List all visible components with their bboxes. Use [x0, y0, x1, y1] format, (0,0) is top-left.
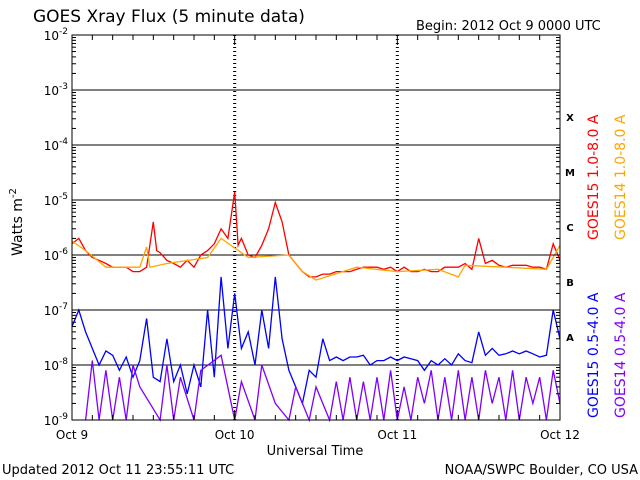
y-tick-label-base: 10 — [44, 84, 59, 98]
updated-timestamp: Updated 2012 Oct 11 23:55:11 UTC — [2, 463, 234, 478]
y-tick-label: 10-3 — [44, 82, 68, 98]
x-tick-label: Oct 11 — [377, 428, 417, 442]
y-tick-label-exponent: -3 — [59, 82, 68, 92]
flare-class-label: X — [566, 113, 574, 124]
legend-entry: GOES14 0.5-4.0 A — [613, 292, 629, 418]
y-tick-label-exponent: -8 — [59, 357, 68, 367]
flare-class-label: M — [565, 168, 575, 179]
begin-date-label: Begin: 2012 Oct 9 0000 UTC — [416, 19, 601, 34]
y-axis-label-text: Watts m — [10, 198, 26, 256]
legend-entry: GOES15 1.0-8.0 A — [586, 114, 602, 240]
y-axis-label-superscript: -2 — [8, 188, 19, 198]
y-tick-label-base: 10 — [44, 359, 59, 373]
y-tick-label: 10-6 — [44, 247, 69, 263]
flare-class-label: B — [566, 278, 574, 289]
y-tick-label: 10-9 — [44, 412, 69, 428]
y-tick-label-exponent: -6 — [59, 247, 68, 257]
y-tick-label-exponent: -4 — [59, 137, 68, 147]
y-tick-label: 10-5 — [44, 192, 68, 208]
y-tick-label-base: 10 — [44, 414, 59, 428]
y-axis-label: Watts m-2 — [8, 188, 26, 256]
source-credit: NOAA/SWPC Boulder, CO USA — [445, 463, 638, 478]
chart-title: GOES Xray Flux (5 minute data) — [33, 7, 305, 27]
x-axis-label: Universal Time — [267, 444, 364, 459]
y-tick-label: 10-8 — [44, 357, 69, 373]
x-tick-label: Oct 9 — [56, 428, 88, 442]
series-line-1 — [71, 237, 561, 281]
y-tick-label-exponent: -7 — [59, 302, 68, 312]
y-tick-label-base: 10 — [44, 304, 59, 318]
series-line-2 — [71, 276, 561, 406]
series-line-0 — [71, 191, 561, 278]
series-line-3 — [84, 354, 561, 423]
y-tick-label-base: 10 — [44, 139, 59, 153]
y-tick-label-base: 10 — [44, 194, 59, 208]
legend-entry: GOES14 1.0-8.0 A — [613, 114, 629, 240]
plot-border — [71, 34, 561, 421]
flare-class-label: A — [566, 333, 574, 344]
y-tick-label-exponent: -2 — [59, 27, 68, 37]
y-tick-label-base: 10 — [44, 249, 59, 263]
legend-entry: GOES15 0.5-4.0 A — [586, 292, 602, 418]
y-tick-label: 10-2 — [44, 27, 68, 43]
y-tick-label: 10-7 — [44, 302, 68, 318]
x-tick-label: Oct 10 — [215, 428, 255, 442]
x-tick-label: Oct 12 — [540, 428, 580, 442]
y-tick-label: 10-4 — [44, 137, 69, 153]
y-tick-label-exponent: -9 — [59, 412, 68, 422]
y-tick-label-exponent: -5 — [59, 192, 68, 202]
y-tick-label-base: 10 — [44, 29, 59, 43]
flare-class-label: C — [566, 223, 573, 234]
